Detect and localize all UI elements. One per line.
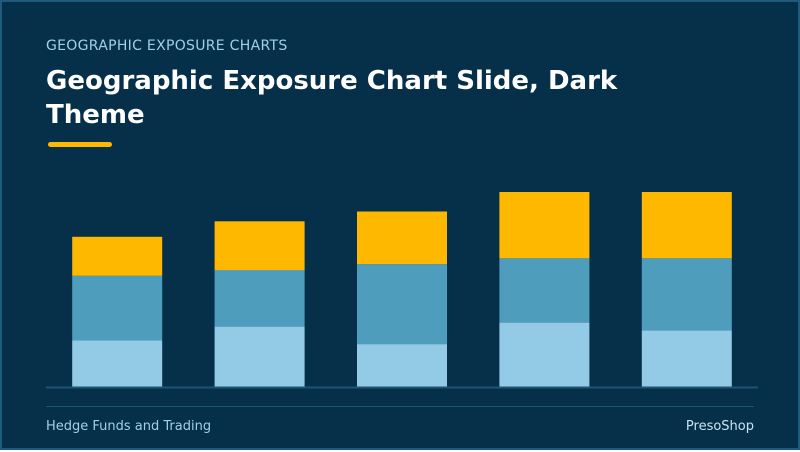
- slide-eyebrow: GEOGRAPHIC EXPOSURE CHARTS: [46, 38, 288, 54]
- bar-4-segment-3: [499, 192, 590, 259]
- bar-2-segment-1: [214, 326, 305, 387]
- bar-2-segment-3: [214, 221, 305, 271]
- footer-brand: PresoShop: [685, 419, 754, 434]
- bar-2-segment-2: [214, 270, 305, 327]
- bar-5-segment-2: [641, 258, 732, 331]
- footer-divider: [46, 406, 754, 407]
- slide-title: Geographic Exposure Chart Slide, Dark Th…: [46, 66, 618, 130]
- bar-1-segment-2: [72, 275, 163, 341]
- bar-1-segment-3: [72, 236, 163, 276]
- bar-3-segment-1: [357, 344, 447, 387]
- bar-1-segment-1: [72, 340, 163, 387]
- bar-3-segment-2: [357, 264, 447, 345]
- bar-5-segment-3: [641, 192, 732, 259]
- footer-subject: Hedge Funds and Trading: [46, 419, 212, 434]
- bar-4-segment-1: [499, 322, 590, 387]
- title-accent-bar: [48, 142, 112, 147]
- bar-3-segment-3: [357, 211, 447, 265]
- bar-5-segment-1: [641, 330, 732, 387]
- bar-4-segment-2: [499, 258, 590, 323]
